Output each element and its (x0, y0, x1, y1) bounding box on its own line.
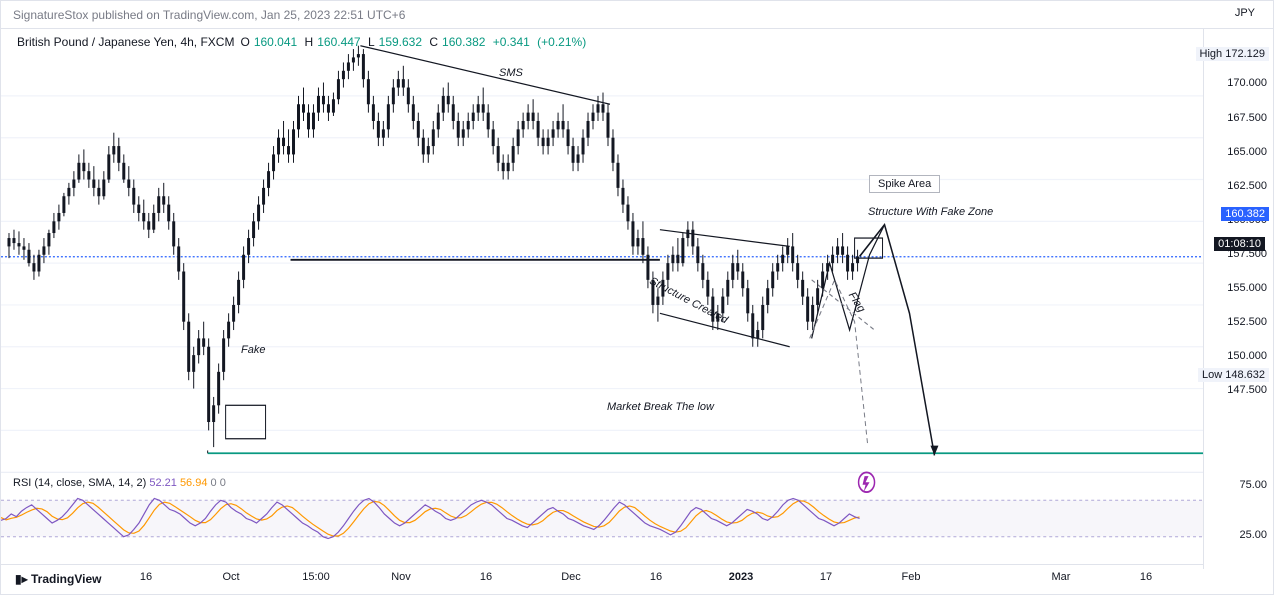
price-axis[interactable]: 170.000167.500165.000162.500160.000157.5… (1203, 29, 1273, 569)
rsi-tick: 75.00 (1239, 479, 1267, 491)
price-tick: 150.000 (1227, 350, 1267, 362)
time-tick: Mar (1052, 571, 1071, 583)
time-tick: Dec (561, 571, 581, 583)
time-axis[interactable]: Sep16Oct15:00Nov16Dec16202317FebMar16 (1, 564, 1203, 594)
main-chart-panel[interactable]: SMS Fake Structure Created Flag Spike Ar… (1, 29, 1203, 514)
time-tick: 15:00 (302, 571, 330, 583)
time-tick: 16 (1140, 571, 1152, 583)
rsi-panel[interactable]: RSI (14, close, SMA, 14, 2) 52.21 56.94 … (1, 472, 1203, 564)
symbol-title: British Pound / Japanese Yen, 4h, FXCM (17, 35, 234, 49)
annotation-flag: Flag (846, 290, 868, 315)
publish-text: SignatureStox published on TradingView.c… (13, 8, 405, 22)
time-tick: 17 (820, 571, 832, 583)
price-tick: 155.000 (1227, 282, 1267, 294)
time-tick: 16 (480, 571, 492, 583)
price-label-high: High 172.129 (1196, 47, 1269, 61)
rsi-info: RSI (14, close, SMA, 14, 2) 52.21 56.94 … (13, 477, 226, 489)
annotation-fake: Fake (241, 344, 265, 356)
time-tick: Oct (222, 571, 239, 583)
annotation-fake-zone: Structure With Fake Zone (868, 206, 993, 218)
price-tick: 165.000 (1227, 146, 1267, 158)
publish-header: SignatureStox published on TradingView.c… (1, 1, 1273, 29)
ohlc-values: O160.041 H160.447 L159.632 C160.382 +0.3… (240, 35, 590, 49)
time-tick: Feb (902, 571, 921, 583)
time-tick: 16 (650, 571, 662, 583)
annotation-structure-created: Structure Created (647, 275, 729, 326)
price-label-low: Low 148.632 (1198, 368, 1269, 382)
main-chart-svg (1, 29, 1203, 514)
logo-icon: ▮▸ (15, 572, 28, 586)
annotation-spike-area: Spike Area (869, 175, 940, 193)
currency-label: JPY (1235, 7, 1255, 19)
price-label-current: 160.382 (1221, 207, 1269, 221)
symbol-info-bar: British Pound / Japanese Yen, 4h, FXCM O… (17, 35, 590, 49)
rsi-tick: 25.00 (1239, 529, 1267, 541)
time-tick: Nov (391, 571, 411, 583)
time-tick: 16 (140, 571, 152, 583)
annotation-sms: SMS (499, 67, 523, 79)
chart-container: SignatureStox published on TradingView.c… (0, 0, 1274, 595)
price-tick: 162.500 (1227, 180, 1267, 192)
price-tick: 170.000 (1227, 77, 1267, 89)
countdown-label: 01:08:10 (1214, 237, 1265, 251)
price-tick: 152.500 (1227, 316, 1267, 328)
tradingview-logo: ▮▸ TradingView (11, 570, 105, 588)
annotation-market-break: Market Break The low (607, 401, 714, 413)
price-tick: 147.500 (1227, 384, 1267, 396)
time-tick: 2023 (729, 571, 753, 583)
price-tick: 167.500 (1227, 112, 1267, 124)
